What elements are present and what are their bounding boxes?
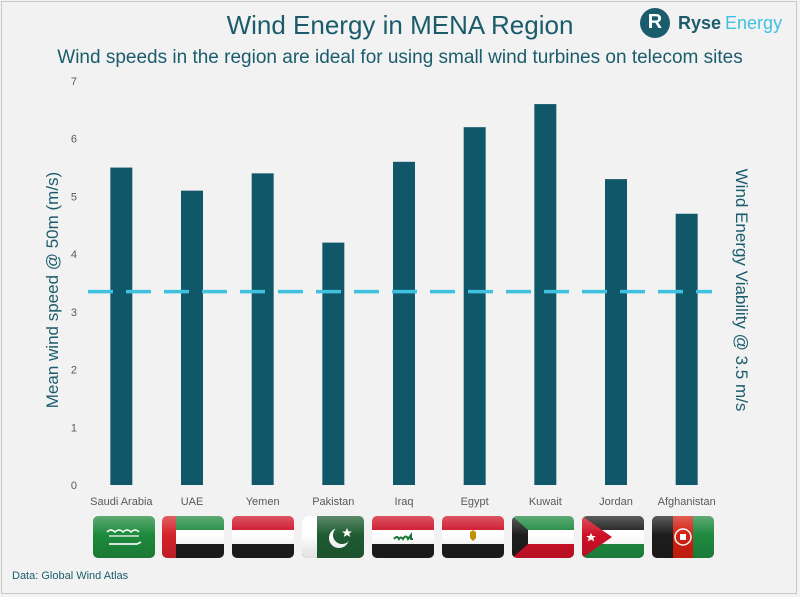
bar bbox=[322, 242, 345, 485]
x-tick-label: Jordan bbox=[599, 496, 633, 508]
chart-title: Wind Energy in MENA Region bbox=[226, 10, 574, 40]
bar bbox=[251, 173, 274, 486]
chart-subtitle: Wind speeds in the region are ideal for … bbox=[57, 47, 743, 68]
y-tick-label: 0 bbox=[71, 480, 77, 492]
y-tick-label: 3 bbox=[71, 307, 77, 319]
x-tick-label: Egypt bbox=[461, 496, 489, 508]
x-tick-label: UAE bbox=[181, 496, 204, 508]
bar bbox=[181, 190, 203, 485]
flag-iraq-icon bbox=[372, 516, 434, 558]
y-tick-label: 1 bbox=[71, 422, 77, 434]
y-tick-label: 7 bbox=[71, 76, 77, 88]
bar bbox=[605, 179, 627, 485]
bar bbox=[534, 104, 557, 485]
logo-mark-letter: R bbox=[647, 11, 663, 33]
x-tick-label: Kuwait bbox=[529, 496, 562, 508]
flag-egypt-icon bbox=[442, 516, 504, 558]
bar bbox=[393, 161, 415, 486]
flag-kuwait-icon bbox=[512, 516, 574, 558]
flag-yemen-icon bbox=[232, 516, 294, 558]
bar bbox=[675, 213, 698, 485]
y-tick-label: 6 bbox=[71, 134, 77, 146]
x-tick-label: Yemen bbox=[246, 496, 280, 508]
x-tick-label: Saudi Arabia bbox=[90, 496, 153, 508]
data-source-note: Data: Global Wind Atlas bbox=[12, 570, 129, 582]
flag-saudi-arabia-icon bbox=[93, 516, 155, 558]
flag-jordan-icon bbox=[582, 516, 644, 558]
logo-text: Ryse Energy bbox=[678, 13, 782, 34]
logo-name-light: Energy bbox=[725, 12, 783, 33]
bar bbox=[110, 167, 133, 486]
x-tick-label: Afghanistan bbox=[658, 496, 716, 508]
y-tick-label: 4 bbox=[71, 249, 77, 261]
ryse-energy-logo: R Ryse Energy bbox=[640, 8, 782, 38]
x-tick-label: Pakistan bbox=[312, 496, 354, 508]
flag-afghanistan-icon bbox=[652, 516, 714, 558]
flag-uae-icon bbox=[162, 516, 224, 558]
bar bbox=[463, 127, 486, 486]
flag-pakistan-icon bbox=[302, 516, 364, 558]
y-tick-label: 2 bbox=[71, 365, 77, 377]
logo-name-bold: Ryse bbox=[678, 12, 722, 33]
x-tick-label: Iraq bbox=[395, 496, 414, 508]
y-tick-label: 5 bbox=[71, 191, 77, 203]
ryse-logo-icon: R bbox=[640, 8, 670, 38]
